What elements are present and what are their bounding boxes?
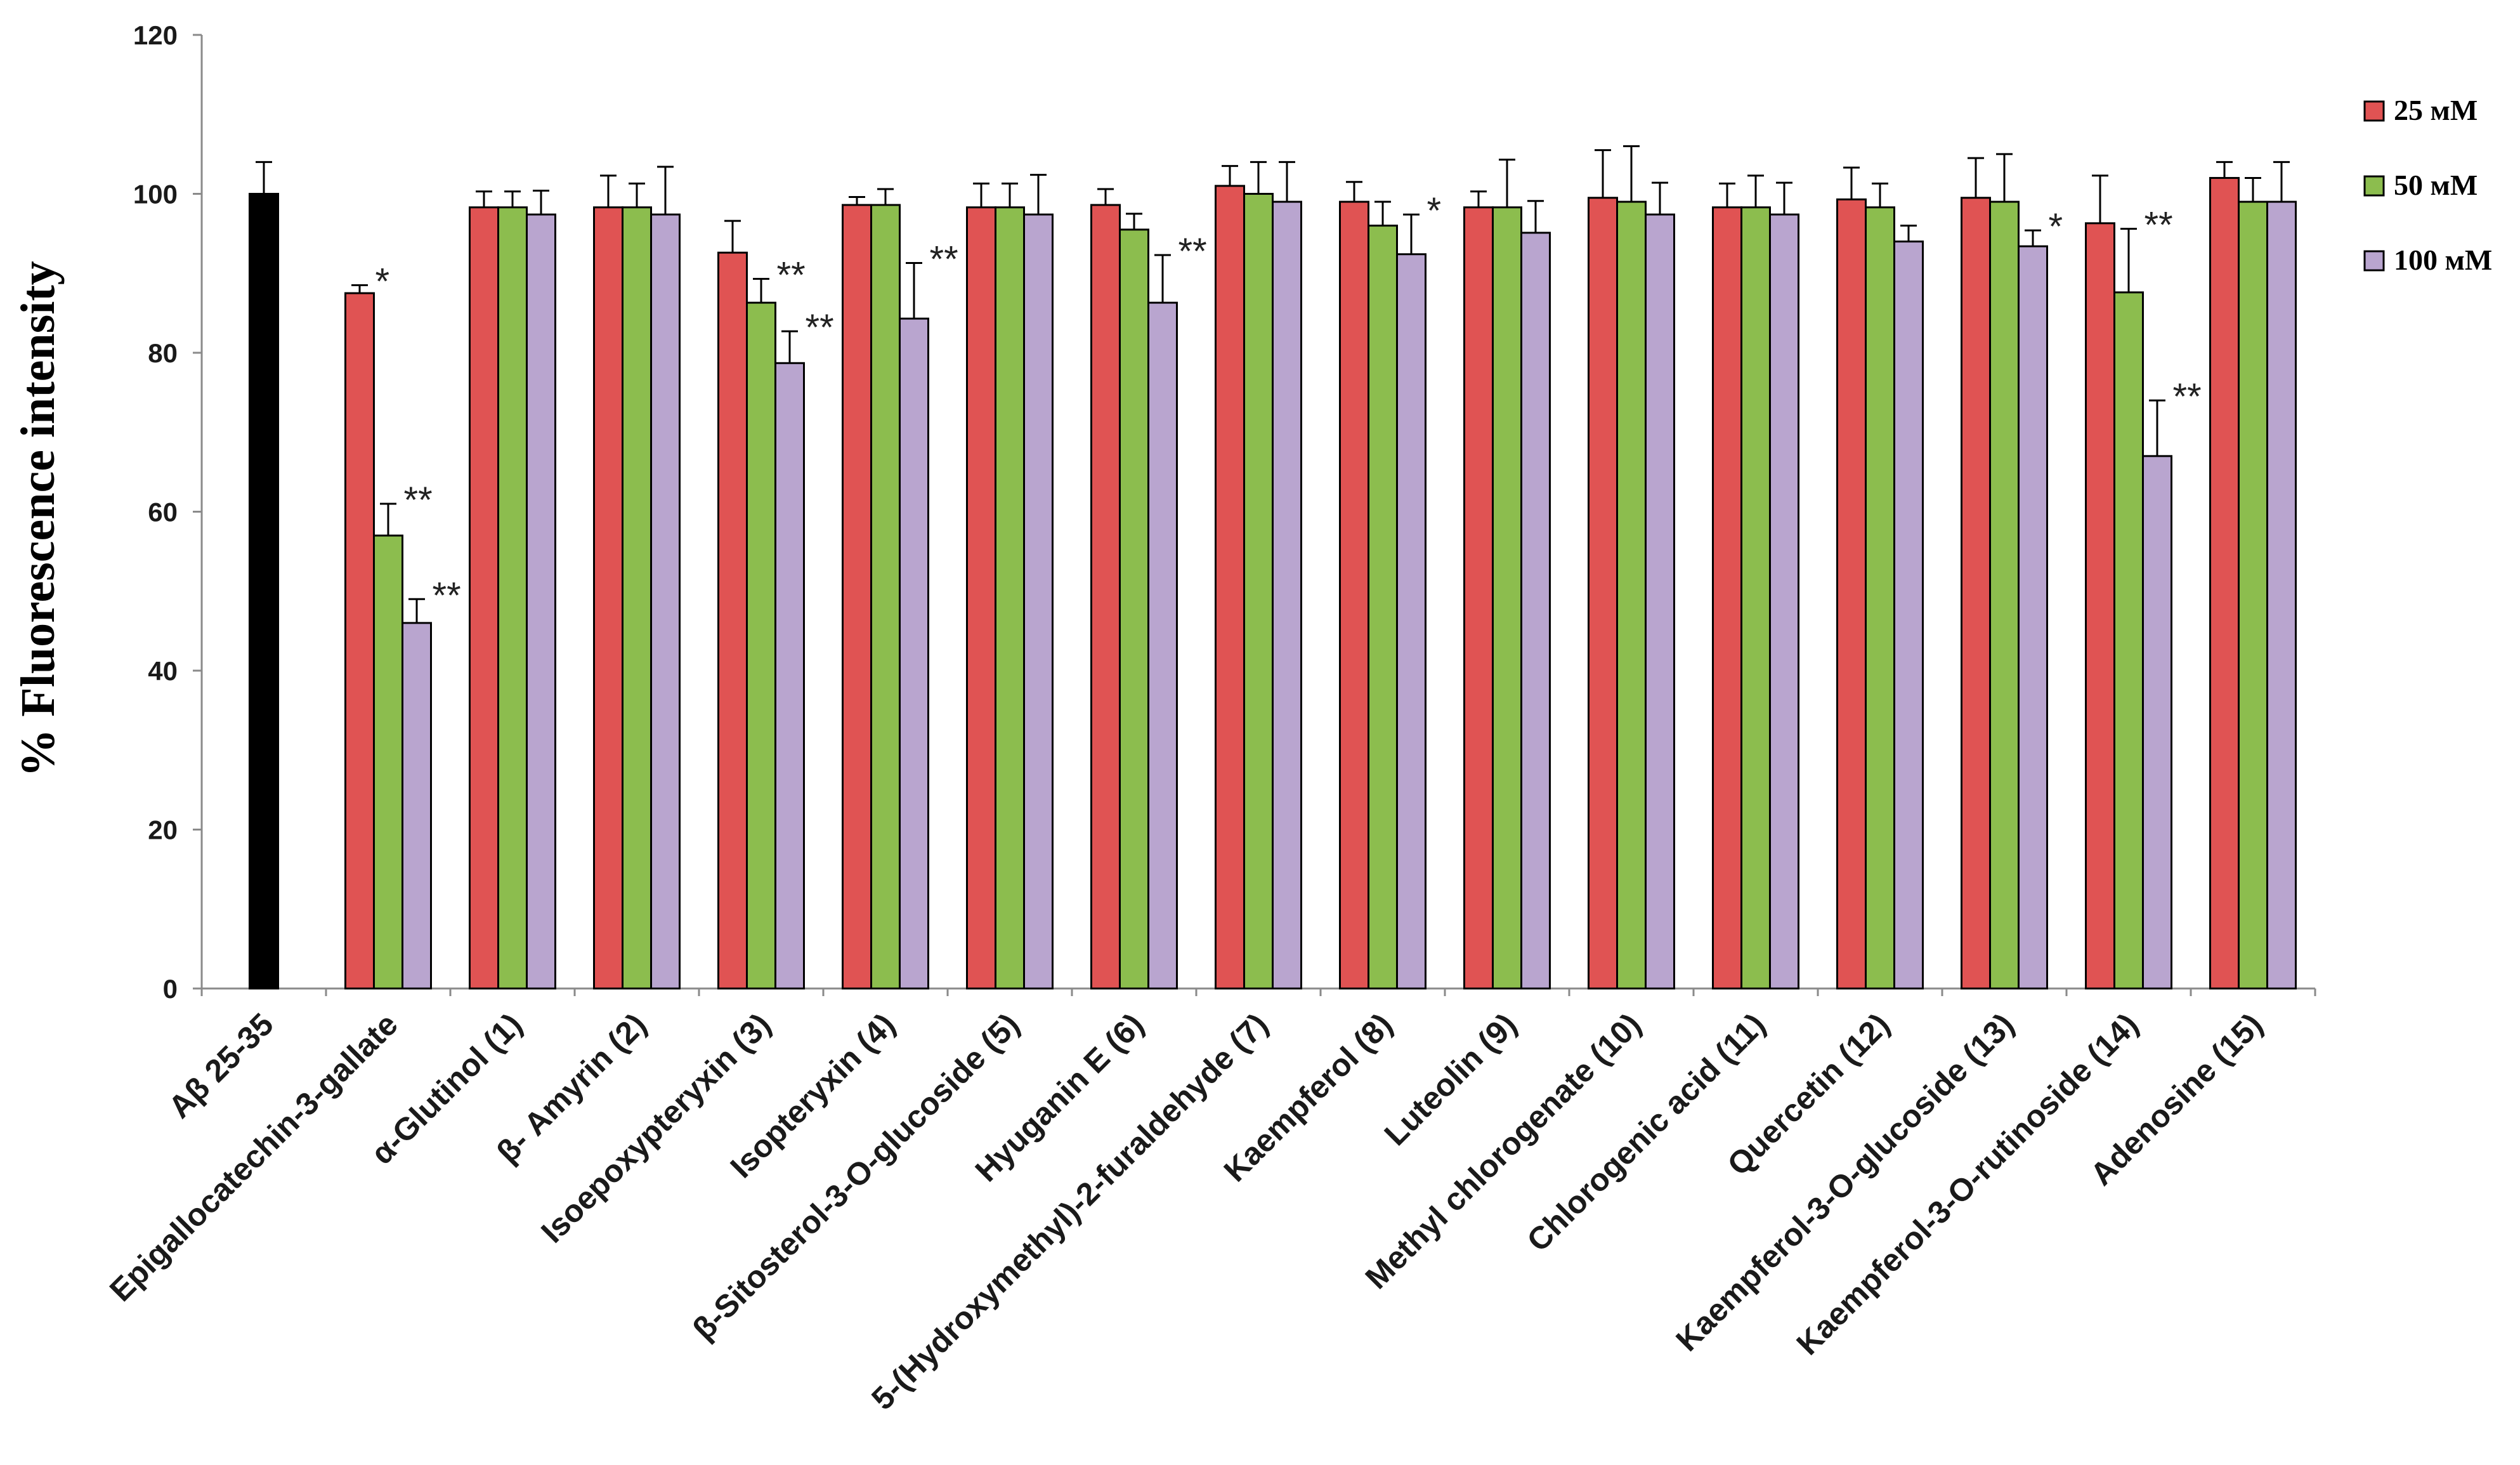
legend: 25 мM 50 мM 100 мM — [2363, 94, 2492, 276]
bar-25 — [966, 206, 996, 990]
bar-25 — [842, 204, 872, 990]
bar-100 — [1769, 213, 1799, 990]
bar-100 — [1272, 200, 1302, 990]
bar-50 — [1243, 193, 1274, 990]
bar-50 — [1740, 206, 1771, 990]
bar-25 — [1090, 204, 1121, 990]
y-tick-label: 80 — [148, 338, 178, 368]
bar-100 — [1520, 232, 1551, 990]
bar-50 — [870, 204, 901, 990]
significance-marker: ** — [806, 307, 834, 348]
bar-50 — [995, 206, 1025, 990]
bar-25 — [1712, 206, 1742, 990]
x-category-label: Aβ 25-35 — [162, 1006, 280, 1125]
bar-50 — [2113, 291, 2144, 990]
y-axis-ticks: 0 20 40 60 80 100 120 — [133, 20, 202, 1004]
bar-50 — [1368, 225, 1398, 990]
bar-25 — [1215, 185, 1245, 990]
significance-marker: ** — [1178, 231, 1207, 272]
bar-100 — [650, 213, 681, 990]
bar-25 — [1339, 200, 1369, 990]
significance-marker: ** — [433, 575, 461, 616]
chart-bars: *********** *** * **** — [249, 145, 2297, 990]
bar-50 — [1492, 206, 1522, 990]
bar-25 — [717, 251, 748, 990]
bar-50 — [2238, 200, 2268, 990]
bar-50 — [1119, 228, 1149, 990]
significance-marker: ** — [2145, 205, 2173, 246]
bar-25 — [1588, 197, 1618, 990]
y-tick-label: 0 — [163, 974, 178, 1004]
y-tick-label: 60 — [148, 497, 178, 527]
y-tick-label: 120 — [133, 20, 178, 50]
significance-marker: ** — [930, 239, 958, 280]
bar-25 — [593, 206, 623, 990]
legend-label: 100 мM — [2394, 244, 2492, 276]
bar-100 — [774, 362, 805, 990]
significance-marker: ** — [404, 480, 433, 521]
bar-25 — [2085, 222, 2115, 990]
bar-100 — [1147, 301, 1178, 990]
bar-25 — [2209, 176, 2240, 990]
bar-100 — [526, 213, 556, 990]
bar-50 — [1865, 206, 1895, 990]
bar-25 — [1836, 198, 1867, 990]
legend-label: 50 мM — [2394, 169, 2478, 201]
bar-25 — [1463, 206, 1494, 990]
y-axis-title: % Fluorescence intensity — [11, 261, 65, 777]
bar-100 — [1645, 213, 1675, 990]
y-tick-label: 20 — [148, 815, 178, 845]
legend-swatch — [2363, 100, 2385, 122]
bar-control — [249, 193, 279, 990]
y-tick-label: 100 — [133, 180, 178, 209]
bar-50 — [746, 301, 776, 990]
bar-100 — [402, 622, 432, 990]
significance-marker: * — [2049, 206, 2063, 247]
significance-marker: * — [1427, 190, 1442, 232]
bar-25 — [344, 292, 375, 990]
bar-100 — [2142, 455, 2172, 990]
bar-100 — [899, 317, 929, 990]
bar-100 — [2018, 245, 2048, 990]
bar-100 — [1893, 240, 1924, 990]
bar-100 — [2266, 200, 2297, 990]
legend-label: 25 мM — [2394, 94, 2478, 126]
y-tick-label: 40 — [148, 656, 178, 686]
bar-50 — [622, 206, 652, 990]
x-category-label: Isoepoxypteryxin (3) — [534, 1006, 777, 1249]
significance-marker: ** — [777, 255, 806, 296]
bar-100 — [1396, 253, 1426, 990]
bar-25 — [1961, 197, 1991, 990]
bar-50 — [497, 206, 528, 990]
x-category-label: Chlorogenic acid (11) — [1520, 1006, 1772, 1258]
significance-marker: ** — [2173, 376, 2202, 417]
bar-50 — [1616, 200, 1647, 990]
x-axis-labels: Aβ 25-35Epigallocatechin-3-gallateα-Glut… — [103, 1006, 2269, 1417]
legend-swatch — [2363, 175, 2385, 197]
legend-swatch — [2363, 250, 2385, 272]
bar-25 — [469, 206, 499, 990]
bar-50 — [1989, 200, 2020, 990]
bar-50 — [373, 534, 403, 990]
significance-marker: * — [375, 261, 390, 303]
bar-100 — [1023, 213, 1054, 990]
